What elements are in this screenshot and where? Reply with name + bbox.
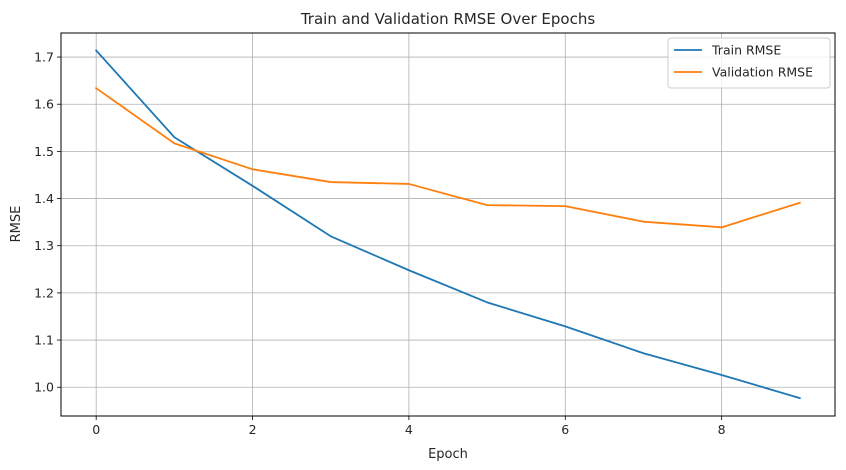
x-tick-label: 8	[718, 422, 726, 437]
axis-ticks: 0 2 4 6 8 1.0 1.1 1.2 1.3 1.4 1.5 1.6 1.7	[34, 50, 726, 437]
y-tick-label: 1.7	[34, 50, 54, 65]
y-axis-label: RMSE	[9, 206, 24, 243]
x-tick-label: 2	[249, 422, 257, 437]
plot-frame	[60, 32, 836, 417]
chart-title: Train and Validation RMSE Over Epochs	[300, 10, 595, 28]
series-lines	[94, 49, 801, 400]
grid-lines	[61, 33, 835, 416]
legend-label-train: Train RMSE	[711, 43, 781, 58]
x-tick-label: 4	[405, 422, 413, 437]
x-axis-label: Epoch	[428, 447, 468, 462]
series-line-train	[94, 49, 801, 400]
legend-label-validation: Validation RMSE	[712, 65, 813, 80]
y-tick-label: 1.6	[34, 97, 54, 112]
legend: Train RMSE Validation RMSE	[667, 37, 831, 89]
legend-box	[667, 37, 831, 89]
y-tick-label: 1.5	[34, 144, 54, 159]
x-tick-label: 6	[561, 422, 569, 437]
series-line-validation	[94, 86, 801, 229]
y-tick-label: 1.0	[34, 380, 54, 395]
y-tick-label: 1.3	[34, 238, 54, 253]
y-tick-label: 1.1	[34, 333, 54, 348]
x-tick-label: 0	[92, 422, 100, 437]
y-tick-label: 1.2	[34, 285, 54, 300]
y-tick-label: 1.4	[34, 191, 54, 206]
